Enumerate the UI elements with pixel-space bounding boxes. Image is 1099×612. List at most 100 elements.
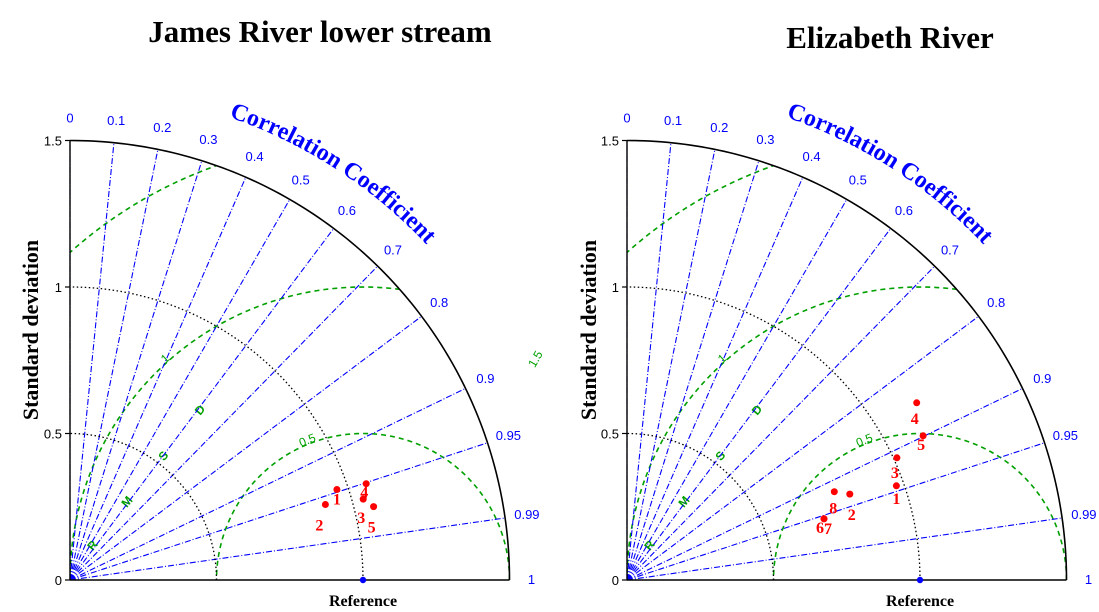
correlation-ray-0-8 bbox=[69, 315, 422, 581]
correlation-tick-label: 0.2 bbox=[710, 120, 728, 135]
correlation-ray-0-4 bbox=[626, 176, 804, 581]
correlation-tick-label: 0.4 bbox=[803, 149, 821, 164]
model-point-label: 2 bbox=[848, 507, 856, 524]
correlation-ray-0-95 bbox=[69, 442, 488, 581]
correlation-ray-0-1 bbox=[69, 142, 115, 581]
correlation-coefficient-textpath: Correlation Coefficient bbox=[784, 98, 998, 249]
correlation-label-path bbox=[786, 117, 995, 257]
y-tick-label: 1.5 bbox=[601, 134, 619, 149]
rms-contour-label: 1.5 bbox=[525, 348, 546, 370]
correlation-tick-label: 0.1 bbox=[664, 113, 682, 128]
model-point-label: 6 bbox=[816, 520, 824, 537]
y-tick-label: 1.5 bbox=[44, 134, 62, 149]
correlation-ray-0-3 bbox=[626, 160, 760, 581]
correlation-ray-0-8 bbox=[626, 315, 979, 581]
correlation-tick-label: 0.9 bbox=[476, 371, 494, 386]
correlation-tick-label: 0.1 bbox=[107, 113, 125, 128]
correlation-tick-label: 0.2 bbox=[153, 120, 171, 135]
outer-arc bbox=[626, 139, 1068, 581]
correlation-ray-0-1 bbox=[626, 142, 672, 581]
chart-title: Elizabeth River bbox=[786, 20, 994, 55]
correlation-tick-label: 0.6 bbox=[338, 203, 356, 218]
std-arc-0-5 bbox=[69, 432, 218, 581]
model-point-4 bbox=[913, 399, 921, 407]
model-point-label: 2 bbox=[315, 518, 323, 535]
y-tick-label: 0 bbox=[55, 573, 62, 588]
model-point-label: 4 bbox=[360, 485, 368, 502]
model-point-2 bbox=[321, 501, 329, 508]
correlation-coefficient-textpath: Correlation Coefficient bbox=[227, 98, 441, 249]
correlation-ray-0-2 bbox=[69, 149, 159, 581]
correlation-ray-0-5 bbox=[626, 199, 848, 581]
correlation-ray-0-7 bbox=[69, 265, 379, 581]
rms-contours bbox=[70, 140, 510, 580]
correlation-tick-label: 1 bbox=[528, 572, 535, 587]
correlation-ray-0-7 bbox=[626, 265, 936, 581]
taylor-diagram-james-river: James River lower stream Standard deviati… bbox=[18, 14, 540, 610]
correlation-tick-label: 0.8 bbox=[430, 295, 448, 310]
model-point-2 bbox=[846, 490, 854, 498]
correlation-tick-label: 0.95 bbox=[1053, 428, 1078, 443]
model-point-label: 1 bbox=[892, 491, 900, 508]
model-point-label: 5 bbox=[368, 520, 376, 537]
model-point-label: 8 bbox=[829, 501, 837, 518]
chart-title: James River lower stream bbox=[148, 14, 492, 49]
correlation-ray-0-9 bbox=[69, 387, 466, 581]
correlation-tick-label: 0.4 bbox=[246, 149, 264, 164]
correlation-ray-0-99 bbox=[69, 517, 506, 581]
correlation-ray-0-6 bbox=[69, 228, 335, 581]
model-point-5 bbox=[919, 432, 927, 440]
std-arc-1 bbox=[626, 286, 921, 581]
model-point-label: 5 bbox=[917, 437, 925, 454]
model-point-label: 4 bbox=[911, 411, 919, 428]
model-point-1 bbox=[333, 486, 341, 493]
correlation-tick-label: 0.5 bbox=[292, 172, 310, 187]
correlation-ray-0-5 bbox=[69, 199, 291, 581]
correlation-coefficient-label: Correlation Coefficient bbox=[784, 98, 998, 249]
model-point-label: 7 bbox=[824, 521, 832, 538]
correlation-ray-0-4 bbox=[69, 176, 247, 581]
y-tick-label: 0.5 bbox=[601, 427, 619, 442]
y-axis-label: Standard deviation bbox=[18, 240, 43, 420]
correlation-tick-label: 0.7 bbox=[941, 242, 959, 257]
y-tick-label: 0.5 bbox=[44, 427, 62, 442]
y-tick-label: 0 bbox=[612, 573, 619, 588]
reference-label: Reference bbox=[329, 593, 397, 610]
rms-contour-0-5 bbox=[215, 432, 510, 580]
correlation-tick-label: 0 bbox=[623, 111, 630, 126]
rms-contour-0-5 bbox=[772, 432, 1067, 580]
model-point-3 bbox=[893, 454, 901, 462]
correlation-tick-label: 0.7 bbox=[384, 242, 402, 257]
correlation-tick-label: 0.9 bbox=[1033, 371, 1051, 386]
model-point-5 bbox=[370, 503, 378, 511]
model-point-label: 3 bbox=[891, 465, 899, 482]
correlation-ray-0-2 bbox=[626, 149, 716, 581]
correlation-tick-label: 0 bbox=[66, 111, 73, 126]
model-point-4 bbox=[362, 480, 370, 488]
correlation-ray-0-9 bbox=[626, 387, 1023, 581]
rms-contour-label: 0.5 bbox=[297, 430, 318, 449]
model-point-7 bbox=[820, 515, 828, 523]
reference-point bbox=[359, 576, 367, 584]
correlation-ray-0-3 bbox=[69, 160, 203, 581]
rms-contour-1 bbox=[627, 286, 1067, 580]
correlation-ray-0-99 bbox=[626, 517, 1063, 581]
rmsd-letter: D bbox=[749, 402, 766, 418]
reference-point bbox=[916, 576, 924, 584]
std-arc-0-5 bbox=[626, 432, 775, 581]
correlation-tick-label: 0.5 bbox=[849, 172, 867, 187]
rms-contour-1 bbox=[70, 286, 510, 580]
y-axis-label: Standard deviation bbox=[576, 240, 601, 420]
rmsd-letter: M bbox=[675, 493, 692, 510]
rmsd-letter: M bbox=[118, 493, 135, 510]
reference-label: Reference bbox=[886, 593, 954, 610]
correlation-tick-label: 1 bbox=[1085, 572, 1092, 587]
correlation-tick-label: 0.8 bbox=[987, 295, 1005, 310]
correlation-tick-label: 0.3 bbox=[199, 132, 217, 147]
correlation-ray-0-95 bbox=[626, 442, 1045, 581]
rms-contours bbox=[627, 140, 1067, 580]
model-point-8 bbox=[830, 488, 838, 496]
correlation-tick-label: 0.6 bbox=[895, 203, 913, 218]
